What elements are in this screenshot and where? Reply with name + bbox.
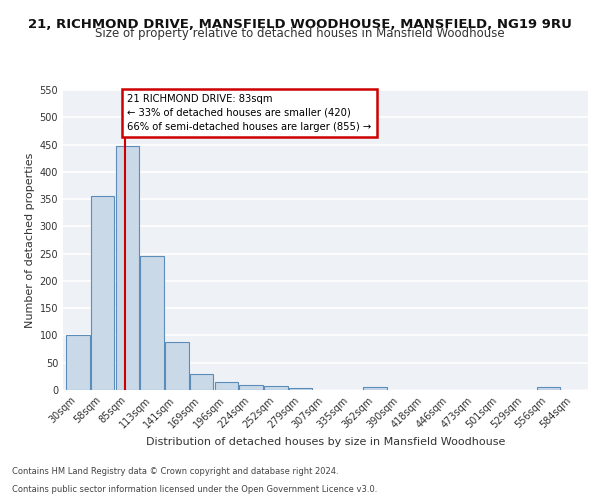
Bar (239, 384, 263, 390)
Bar (66, 336, 89, 390)
Bar (91, 196, 115, 390)
Bar (289, 388, 313, 390)
Bar (190, 374, 214, 390)
Text: 21 RICHMOND DRIVE: 83sqm
← 33% of detached houses are smaller (420)
66% of semi-: 21 RICHMOND DRIVE: 83sqm ← 33% of detach… (127, 94, 371, 132)
Y-axis label: Number of detached properties: Number of detached properties (25, 152, 35, 328)
Text: Contains HM Land Registry data © Crown copyright and database right 2024.: Contains HM Land Registry data © Crown c… (12, 467, 338, 476)
Bar (116, 146, 139, 390)
Bar (165, 342, 188, 390)
X-axis label: Distribution of detached houses by size in Mansfield Woodhouse: Distribution of detached houses by size … (146, 437, 505, 447)
Bar (140, 256, 164, 390)
Bar (215, 382, 238, 390)
Text: 21, RICHMOND DRIVE, MANSFIELD WOODHOUSE, MANSFIELD, NG19 9RU: 21, RICHMOND DRIVE, MANSFIELD WOODHOUSE,… (28, 18, 572, 30)
Text: Size of property relative to detached houses in Mansfield Woodhouse: Size of property relative to detached ho… (95, 28, 505, 40)
Bar (363, 386, 387, 390)
Text: Contains public sector information licensed under the Open Government Licence v3: Contains public sector information licen… (12, 485, 377, 494)
Bar (264, 386, 288, 390)
Bar (536, 388, 560, 390)
